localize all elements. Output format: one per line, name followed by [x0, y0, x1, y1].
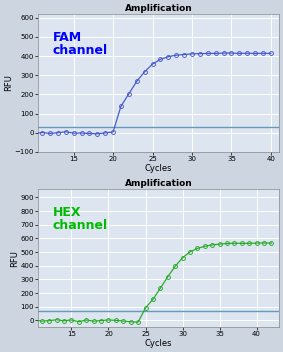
Title: Amplification: Amplification — [125, 180, 192, 188]
Text: FAM
channel: FAM channel — [53, 31, 108, 57]
Y-axis label: RFU: RFU — [10, 250, 19, 267]
Text: HEX
channel: HEX channel — [53, 206, 108, 232]
Y-axis label: RFU: RFU — [4, 75, 13, 92]
X-axis label: Cycles: Cycles — [145, 339, 172, 348]
X-axis label: Cycles: Cycles — [145, 164, 172, 172]
Title: Amplification: Amplification — [125, 4, 192, 13]
